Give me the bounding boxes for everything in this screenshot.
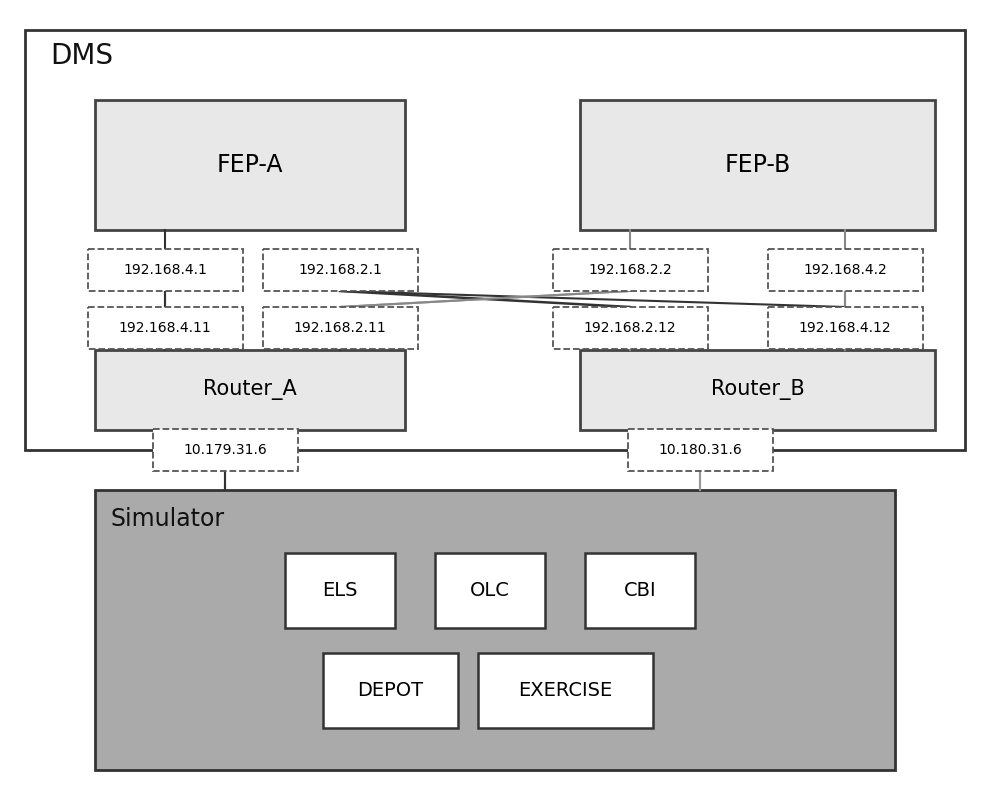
- Bar: [285, 552, 395, 627]
- Bar: [25, 30, 965, 450]
- Text: 10.180.31.6: 10.180.31.6: [658, 443, 742, 457]
- Text: 192.168.4.1: 192.168.4.1: [123, 263, 207, 277]
- Text: CBI: CBI: [624, 580, 656, 599]
- Text: FEP-B: FEP-B: [724, 153, 791, 177]
- Text: ELS: ELS: [322, 580, 358, 599]
- Bar: [88, 307, 242, 349]
- Text: 192.168.4.12: 192.168.4.12: [799, 321, 891, 335]
- Bar: [585, 552, 695, 627]
- Bar: [478, 653, 652, 728]
- Text: Router_A: Router_A: [203, 380, 297, 401]
- Text: DMS: DMS: [50, 42, 113, 70]
- Bar: [152, 429, 298, 471]
- Text: FEP-A: FEP-A: [217, 153, 283, 177]
- Text: 192.168.4.2: 192.168.4.2: [803, 263, 887, 277]
- Bar: [88, 249, 242, 291]
- Bar: [95, 100, 405, 230]
- Bar: [580, 350, 935, 430]
- Text: 192.168.2.12: 192.168.2.12: [584, 321, 676, 335]
- Bar: [768, 249, 922, 291]
- Bar: [628, 429, 772, 471]
- Bar: [552, 307, 708, 349]
- Bar: [580, 100, 935, 230]
- Text: Router_B: Router_B: [711, 380, 804, 401]
- Text: 10.179.31.6: 10.179.31.6: [183, 443, 267, 457]
- Bar: [552, 249, 708, 291]
- Bar: [322, 653, 458, 728]
- Text: 192.168.2.2: 192.168.2.2: [588, 263, 672, 277]
- Bar: [768, 307, 922, 349]
- Text: EXERCISE: EXERCISE: [518, 681, 612, 700]
- Bar: [95, 490, 895, 770]
- Bar: [262, 249, 418, 291]
- Text: OLC: OLC: [470, 580, 510, 599]
- Text: DEPOT: DEPOT: [357, 681, 423, 700]
- Text: 192.168.4.11: 192.168.4.11: [119, 321, 211, 335]
- Bar: [95, 350, 405, 430]
- Text: 192.168.2.1: 192.168.2.1: [298, 263, 382, 277]
- Text: Simulator: Simulator: [110, 507, 224, 531]
- Bar: [262, 307, 418, 349]
- Bar: [435, 552, 545, 627]
- Text: 192.168.2.11: 192.168.2.11: [294, 321, 386, 335]
